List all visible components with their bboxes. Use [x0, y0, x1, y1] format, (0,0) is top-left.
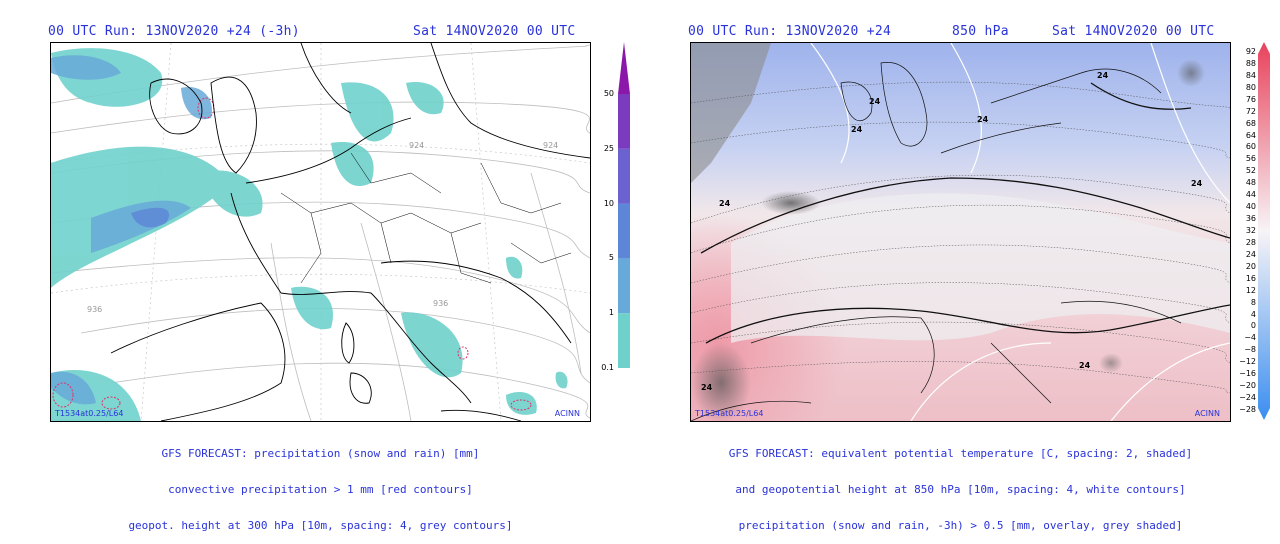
colorbar-tick-label: 8 — [1250, 297, 1256, 307]
colorbar-tick-label: 56 — [1245, 154, 1256, 164]
right-caption-line: precipitation (snow and rain, -3h) > 0.5… — [738, 519, 1183, 532]
colorbar-tick-label: 16 — [1245, 273, 1256, 283]
colorbar-tick-label: 52 — [1245, 166, 1256, 176]
right-caption-line: GFS FORECAST: equivalent potential tempe… — [728, 447, 1193, 460]
colorbar-tick-label: 68 — [1245, 118, 1256, 128]
left-caption-line: GFS FORECAST: precipitation (snow and ra… — [161, 447, 480, 460]
right-header-run: 00 UTC Run: 13NOV2020 +24 — [688, 24, 892, 39]
right-source-label: ACINN — [1194, 409, 1220, 418]
height-label: 936 — [87, 305, 103, 314]
colorbar-tick-label: 64 — [1245, 130, 1256, 140]
left-caption-line: convective precipitation > 1 mm [red con… — [168, 483, 473, 496]
colorbar-tick-label: 12 — [1245, 285, 1256, 295]
left-header-valid: Sat 14NOV2020 00 UTC — [413, 24, 576, 39]
colorbar-tick-label: 50 — [603, 89, 614, 98]
colorbar-segment — [618, 94, 630, 149]
right-caption: GFS FORECAST: equivalent potential tempe… — [690, 424, 1231, 544]
colorbar-tick-label: 20 — [1245, 261, 1256, 271]
colorbar-tick-label: 4 — [1250, 309, 1256, 319]
contour-label: 24 — [701, 383, 713, 392]
colorbar-segment — [618, 258, 630, 314]
colorbar-tick-label: 32 — [1245, 226, 1256, 235]
colorbar-tick-label: 48 — [1245, 178, 1256, 188]
right-header-level: 850 hPa — [952, 24, 1009, 39]
colorbar-tick-label: 36 — [1245, 214, 1256, 224]
height-label: 924 — [409, 141, 425, 150]
colorbar-tick-label: 1 — [608, 308, 614, 318]
colorbar-tick-label: 72 — [1245, 106, 1256, 116]
left-colorbar — [618, 42, 630, 368]
left-precip-map: 924 924 936 936 T1534at0.25/L64 ACINN — [50, 42, 591, 422]
left-caption: GFS FORECAST: precipitation (snow and ra… — [50, 424, 591, 544]
right-thetae-map: 24 24 24 24 24 24 24 24 T1534at0.25/L64 … — [690, 42, 1231, 422]
colorbar-tick-label: 76 — [1245, 94, 1256, 104]
colorbar-segment — [618, 313, 630, 368]
colorbar-arrow — [618, 42, 630, 94]
contour-label: 24 — [1191, 179, 1203, 188]
colorbar-segment — [618, 148, 630, 204]
right-header-valid: Sat 14NOV2020 00 UTC — [1052, 24, 1215, 39]
contour-label: 24 — [719, 199, 731, 208]
right-map-canvas — [691, 43, 1230, 421]
right-caption-line: and geopotential height at 850 hPa [10m,… — [735, 483, 1186, 496]
colorbar-tick-label: 60 — [1245, 142, 1256, 152]
colorbar-tick-label: 24 — [1245, 249, 1256, 259]
contour-label: 24 — [1079, 361, 1091, 370]
colorbar-tick-label: 28 — [1245, 237, 1256, 247]
colorbar-tick-label: −4 — [1244, 333, 1256, 343]
colorbar-tick-label: 10 — [603, 198, 614, 208]
colorbar-gradient — [1258, 42, 1270, 420]
contour-label: 24 — [869, 97, 881, 106]
contour-label: 24 — [851, 125, 863, 134]
colorbar-tick-label: −28 — [1239, 405, 1256, 414]
colorbar-tick-label: 40 — [1245, 202, 1256, 212]
left-map-canvas — [51, 43, 590, 421]
colorbar-tick-label: 92 — [1245, 47, 1256, 56]
left-source-label: ACINN — [554, 409, 580, 418]
colorbar-tick-label: 44 — [1245, 190, 1256, 200]
colorbar-tick-label: −12 — [1239, 357, 1256, 367]
colorbar-tick-label: −16 — [1239, 369, 1256, 379]
right-colorbar-graphic — [1258, 42, 1270, 420]
height-label: 924 — [543, 141, 559, 150]
right-colorbar — [1258, 42, 1270, 420]
contour-label: 24 — [1097, 71, 1109, 80]
colorbar-tick-label: 0 — [1250, 321, 1256, 331]
left-model-label: T1534at0.25/L64 — [55, 409, 124, 418]
right-model-label: T1534at0.25/L64 — [695, 409, 764, 418]
colorbar-segment — [618, 203, 630, 259]
colorbar-tick-label: 88 — [1245, 58, 1256, 68]
colorbar-tick-label: −24 — [1239, 393, 1256, 403]
left-caption-line: geopot. height at 300 hPa [10m, spacing:… — [128, 519, 513, 532]
left-header-run: 00 UTC Run: 13NOV2020 +24 (-3h) — [48, 24, 300, 39]
colorbar-tick-label: −20 — [1239, 381, 1256, 391]
contour-label: 24 — [977, 115, 989, 124]
left-colorbar-graphic — [618, 42, 630, 368]
colorbar-tick-label: 5 — [608, 253, 614, 263]
colorbar-tick-label: −8 — [1244, 345, 1256, 355]
colorbar-tick-label: 80 — [1245, 82, 1256, 92]
colorbar-tick-label: 25 — [603, 143, 614, 153]
colorbar-tick-label: 0.1 — [601, 363, 614, 372]
height-label: 936 — [433, 299, 449, 308]
colorbar-tick-label: 84 — [1245, 70, 1256, 80]
